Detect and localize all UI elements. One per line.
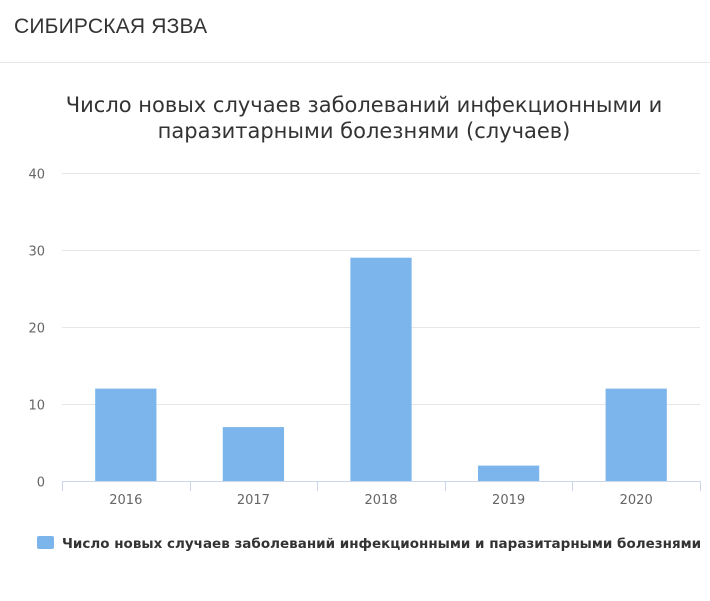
y-tick-label-20: 20 xyxy=(28,322,45,337)
bars xyxy=(95,257,667,481)
y-tick-label-30: 30 xyxy=(28,245,45,260)
bar-chart: Число новых случаев заболеваний инфекцио… xyxy=(28,93,701,552)
page-header: СИБИРСКАЯ ЯЗВА xyxy=(0,0,710,63)
bar-2020[interactable] xyxy=(605,388,667,481)
legend-swatch[interactable] xyxy=(37,536,54,549)
y-tick-label-0: 0 xyxy=(37,476,45,491)
chart-title-line-1: Число новых случаев заболеваний инфекцио… xyxy=(66,93,663,117)
page-title: СИБИРСКАЯ ЯЗВА xyxy=(14,15,208,38)
y-axis-ticks: 0 10 20 30 40 xyxy=(28,168,45,491)
chart-title-line-2: паразитарными болезнями (случаев) xyxy=(158,119,571,143)
y-tick-label-10: 10 xyxy=(28,399,45,414)
x-tick-label-2016: 2016 xyxy=(109,493,142,508)
x-tick-label-2019: 2019 xyxy=(492,493,525,508)
legend[interactable]: Число новых случаев заболеваний инфекцио… xyxy=(37,536,701,552)
bar-2017[interactable] xyxy=(222,427,285,481)
x-tick-label-2018: 2018 xyxy=(364,493,397,508)
bar-2019[interactable] xyxy=(477,465,540,481)
x-tick-label-2017: 2017 xyxy=(237,493,270,508)
x-tick-label-2020: 2020 xyxy=(620,493,653,508)
legend-label[interactable]: Число новых случаев заболеваний инфекцио… xyxy=(62,536,701,552)
bar-2018[interactable] xyxy=(350,257,412,481)
x-axis: 2016 2017 2018 2019 2020 xyxy=(62,481,701,508)
bar-2016[interactable] xyxy=(95,388,157,481)
y-tick-label-40: 40 xyxy=(28,168,45,183)
